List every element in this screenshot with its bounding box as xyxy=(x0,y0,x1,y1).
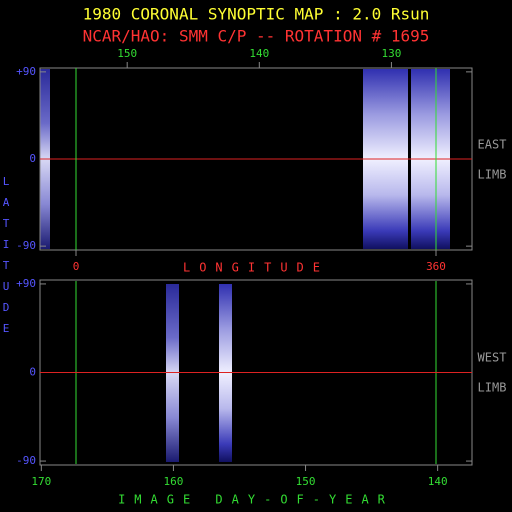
x-tick-label: 140 xyxy=(428,475,448,488)
y-tick-label: -90 xyxy=(16,454,36,467)
x-tick-label: 170 xyxy=(31,475,51,488)
chart-title: 1980 CORONAL SYNOPTIC MAP : 2.0 Rsun xyxy=(83,5,430,24)
y-tick-label: +90 xyxy=(16,65,36,78)
x-axis-label: LONGITUDE xyxy=(183,261,329,275)
x-tick-label: 0 xyxy=(73,260,80,273)
chart-subtitle: NCAR/HAO: SMM C/P -- ROTATION # 1695 xyxy=(83,27,430,46)
y-tick-label: -90 xyxy=(16,239,36,252)
y-tick-label: +90 xyxy=(16,277,36,290)
x-tick-label: 160 xyxy=(163,475,183,488)
x-tick-label: 150 xyxy=(296,475,316,488)
x-axis-label: IMAGE DAY-OF-YEAR xyxy=(118,493,394,507)
x2-tick-label: 130 xyxy=(381,47,401,60)
y-tick-label: 0 xyxy=(29,152,36,165)
annotation: LIMB xyxy=(478,381,507,395)
x2-tick-label: 140 xyxy=(249,47,269,60)
y-tick-label: 0 xyxy=(29,366,36,379)
annotation: LIMB xyxy=(478,168,507,182)
x-tick-label: 360 xyxy=(426,260,446,273)
y-axis-label: LATITUDE xyxy=(0,175,13,343)
annotation: WEST xyxy=(478,351,507,365)
annotation: EAST xyxy=(478,138,507,152)
x2-tick-label: 150 xyxy=(117,47,137,60)
